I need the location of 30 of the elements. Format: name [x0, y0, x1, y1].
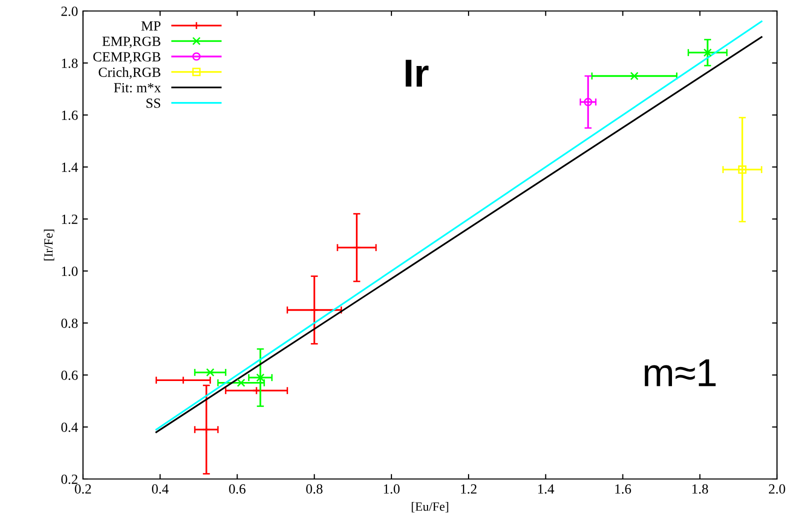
x-tick-label: 1.0: [384, 484, 400, 494]
x-tick-label: 1.2: [461, 484, 476, 494]
y-tick-label: 0.2: [61, 474, 78, 484]
legend-label: Crich,RGB: [98, 67, 160, 79]
y-tick-label: 1.8: [62, 58, 78, 68]
y-tick-label: 1.4: [62, 162, 78, 172]
x-tick-label: 1.8: [692, 484, 708, 494]
annotation: m≈1: [644, 359, 716, 386]
y-tick-label: 0.8: [61, 318, 78, 328]
y-tick-label: 1.2: [62, 214, 78, 224]
legend-label: SS: [146, 98, 160, 108]
y-axis-title: [Ir/Fe]: [44, 230, 54, 260]
x-tick-label: 0.6: [229, 484, 246, 494]
y-tick-label: 1.6: [62, 110, 78, 120]
y-tick-label: 1.0: [62, 266, 78, 276]
x-tick-label: 2.0: [768, 484, 786, 494]
x-tick-label: 0.2: [74, 484, 91, 494]
legend-label: EMP,RGB: [102, 36, 160, 48]
legend-label: CEMP,RGB: [93, 52, 160, 64]
x-tick-label: 1.6: [615, 484, 632, 494]
x-tick-label: 0.8: [306, 484, 322, 494]
legend-label: Fit: m*x: [114, 83, 161, 92]
y-tick-label: 2.0: [61, 6, 78, 16]
x-tick-label: 0.4: [152, 484, 169, 494]
y-tick-label: 0.4: [61, 422, 78, 432]
annotation: Ir: [406, 60, 428, 87]
x-tick-label: 1.4: [538, 484, 554, 494]
legend-label: MP: [141, 21, 160, 30]
y-tick-label: 0.6: [61, 370, 78, 380]
x-axis-title: [Eu/Fe]: [412, 502, 448, 512]
